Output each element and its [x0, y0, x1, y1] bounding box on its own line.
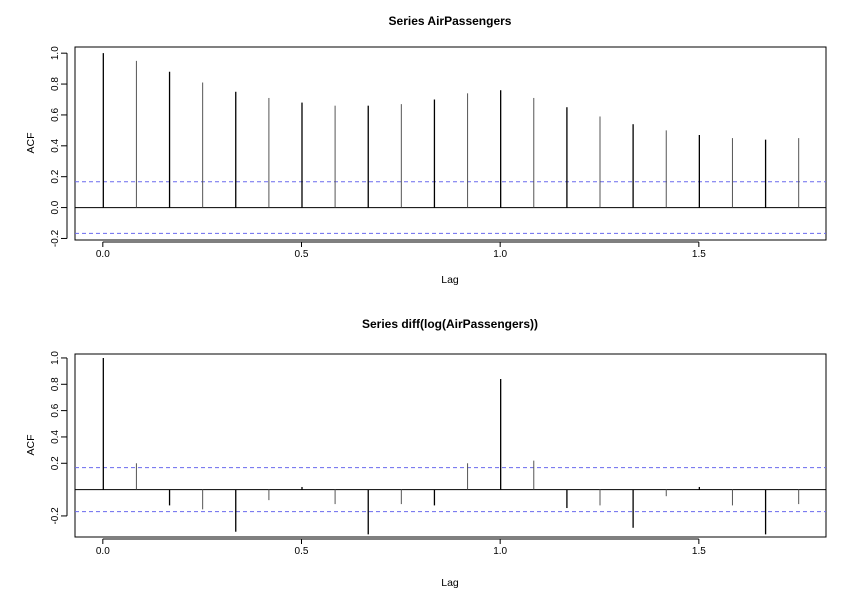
x-tick-label: 0.0 [96, 249, 110, 260]
x-tick-label: 1.0 [493, 546, 507, 557]
confidence-bounds [75, 467, 826, 513]
y-tick-label: -0.2 [50, 507, 61, 525]
y-tick-label: 0.4 [50, 138, 61, 152]
x-axis-label: Lag [441, 577, 459, 589]
x-axis: 0.0 0.5 1.0 1.5 [96, 538, 706, 557]
y-tick-label: 0.8 [50, 377, 61, 391]
acf-panel-diff-log-airpassengers: Series diff(log(AirPassengers)) -0.2 0.2 0… [25, 317, 827, 589]
x-axis: 0.0 0.5 1.0 1.5 [96, 241, 706, 260]
y-tick-label: 0.6 [50, 108, 61, 122]
y-axis: -0.2 0.0 0.2 0.4 0.6 0.8 1.0 [50, 46, 68, 247]
x-tick-label: 1.5 [692, 249, 706, 260]
y-tick-label: 0.8 [50, 77, 61, 91]
y-axis: -0.2 0.2 0.4 0.6 0.8 1.0 [50, 351, 68, 525]
acf-spikes [102, 357, 800, 535]
y-axis-label: ACF [25, 133, 37, 154]
x-axis-label: Lag [441, 274, 459, 286]
x-tick-label: 0.5 [295, 546, 309, 557]
y-tick-label: 0.4 [50, 430, 61, 444]
x-tick-label: 1.5 [692, 546, 706, 557]
y-tick-label: -0.2 [50, 229, 61, 247]
y-axis-label: ACF [25, 435, 37, 456]
plot-frame [74, 46, 827, 241]
x-tick-label: 1.0 [493, 249, 507, 260]
y-tick-label: 0.2 [50, 456, 61, 470]
x-tick-label: 0.0 [96, 546, 110, 557]
x-tick-label: 0.5 [295, 249, 309, 260]
y-tick-label: 0.0 [50, 200, 61, 214]
plot-frame [74, 353, 827, 538]
chart-title: Series AirPassengers [389, 14, 512, 28]
y-tick-label: 1.0 [50, 46, 61, 60]
y-tick-label: 0.2 [50, 169, 61, 183]
confidence-bounds [75, 181, 826, 234]
chart-title: Series diff(log(AirPassengers)) [362, 317, 538, 331]
acf-panel-airpassengers: Series AirPassengers -0.2 0.0 0.2 0.4 0.6 0.8… [25, 14, 827, 286]
y-tick-label: 1.0 [50, 351, 61, 365]
acf-spikes [102, 53, 800, 208]
y-tick-label: 0.6 [50, 403, 61, 417]
